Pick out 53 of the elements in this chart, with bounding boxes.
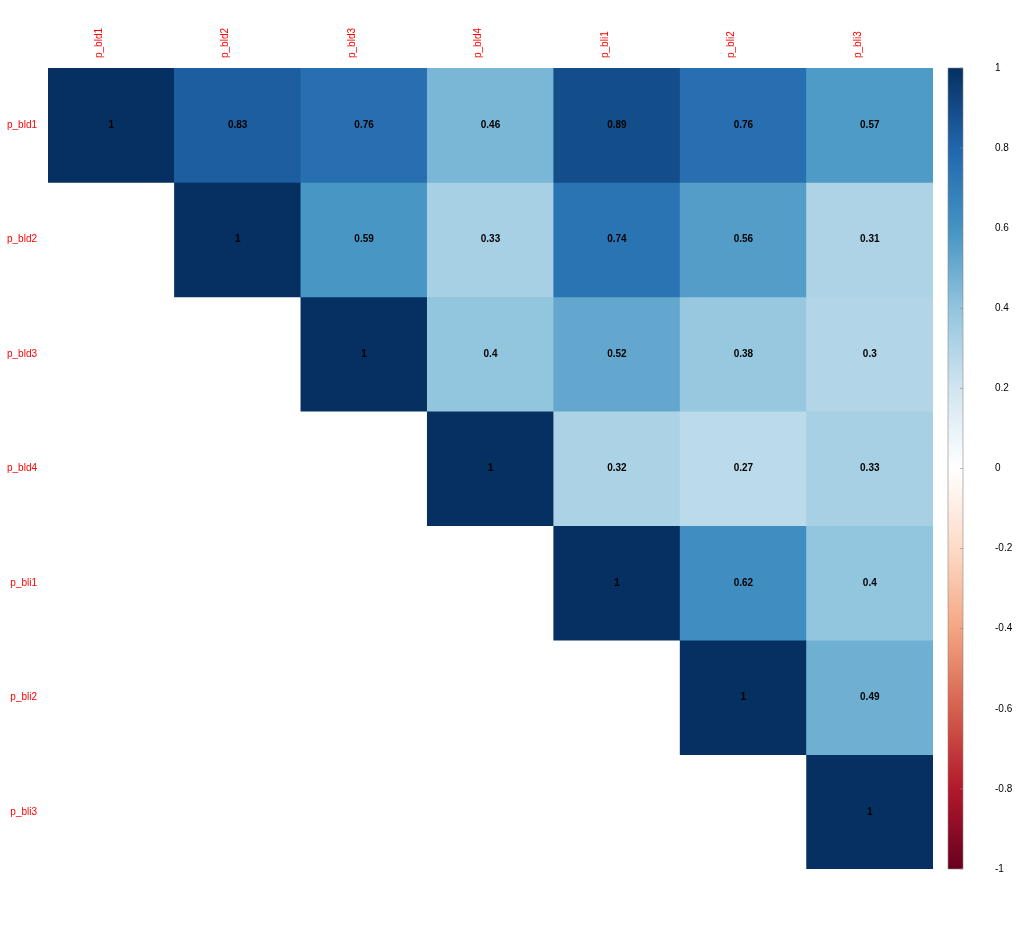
data-label: 0.32 <box>607 462 628 474</box>
y-tick-label: p_bld1 <box>7 118 38 130</box>
y-tick-label: p_bld2 <box>7 233 38 245</box>
data-label: 0.59 <box>354 233 375 245</box>
color-bar-label: 0.2 <box>995 382 1010 394</box>
data-label: 0.76 <box>733 118 754 130</box>
data-label: 0.4 <box>862 576 878 588</box>
x-tick-label: p_bli1 <box>598 30 610 58</box>
data-label: 0.3 <box>862 347 878 359</box>
data-label: 0.46 <box>480 118 501 130</box>
color-bar-label: 0 <box>995 462 1001 474</box>
data-label: 0.62 <box>733 576 754 588</box>
data-label: 1 <box>740 691 747 703</box>
data-label: 0.49 <box>860 691 880 703</box>
y-tick-label: p_bld4 <box>7 462 38 474</box>
data-label: 0.27 <box>733 462 754 474</box>
data-label: 0.83 <box>227 118 248 130</box>
data-label: 1 <box>614 576 621 588</box>
x-tick-label: p_bld1 <box>92 27 104 58</box>
color-bar-label: 1 <box>995 61 1001 73</box>
data-label: 0.74 <box>607 233 628 245</box>
x-tick-label: p_bld3 <box>345 27 357 58</box>
data-label: 0.57 <box>860 118 880 130</box>
data-label: 1 <box>108 118 115 130</box>
data-label: 1 <box>867 805 874 817</box>
data-label: 1 <box>487 462 494 474</box>
data-label: 0.52 <box>607 347 628 359</box>
color-bar-label: -0.4 <box>995 622 1013 634</box>
y-tick-label: p_bli1 <box>10 576 38 588</box>
data-label: 0.31 <box>860 233 880 245</box>
x-tick-label: p_bld2 <box>219 27 231 58</box>
data-label: 0.4 <box>483 347 498 359</box>
data-label: 0.76 <box>354 118 375 130</box>
x-tick-label: p_bli2 <box>725 30 737 58</box>
x-tick-label: p_bld4 <box>472 27 484 58</box>
data-label: 0.38 <box>733 347 754 359</box>
color-bar-label: 0.6 <box>995 221 1010 233</box>
y-tick-label: p_bld3 <box>7 347 38 359</box>
color-bar-label: -1 <box>995 862 1005 874</box>
data-label: 0.33 <box>480 233 501 245</box>
color-bar-label: 0.8 <box>995 141 1010 153</box>
color-bar-label: -0.8 <box>995 782 1013 794</box>
x-tick-label: p_bli3 <box>851 30 863 58</box>
color-bar-label: 0.4 <box>995 302 1010 314</box>
data-label: 0.56 <box>733 233 754 245</box>
color-bar-label: -0.2 <box>995 542 1013 554</box>
y-tick-label: p_bli2 <box>10 691 38 703</box>
data-label: 0.89 <box>607 118 628 130</box>
data-label: 1 <box>361 347 368 359</box>
y-tick-label: p_bli3 <box>10 805 38 817</box>
data-label: 1 <box>234 233 241 245</box>
color-bar-label: -0.6 <box>995 702 1013 714</box>
data-label: 0.33 <box>860 462 880 474</box>
